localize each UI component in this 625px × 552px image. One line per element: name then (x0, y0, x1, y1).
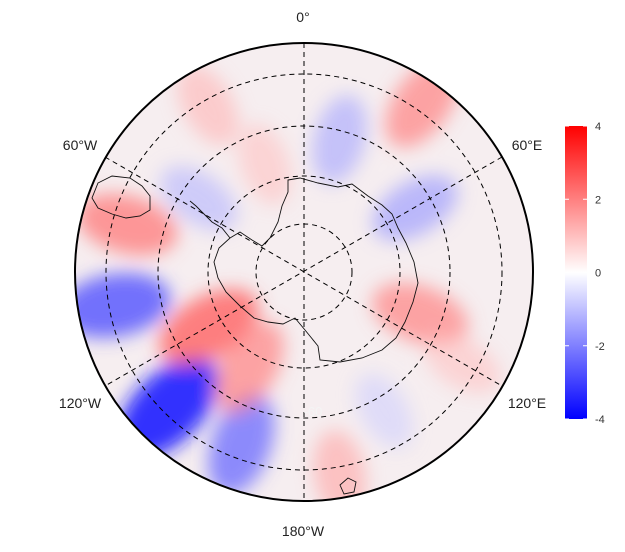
colorbar-tick-label: 0 (595, 268, 601, 280)
anomaly-patch (75, 273, 171, 338)
south-america-coastline (91, 175, 151, 219)
anomaly-patch (424, 334, 501, 394)
anomaly-patch (312, 95, 367, 184)
anomaly-patch (177, 65, 239, 146)
colorbar-tick-label: 4 (595, 121, 601, 133)
antarctica-coastline (213, 177, 419, 363)
anomaly-patch (214, 321, 284, 413)
longitude-labels: 0° 60°E 120°E 180°W 120°W 60°W (59, 9, 546, 539)
map-boundary (74, 42, 534, 502)
colorbar-tick-label: -2 (595, 341, 605, 353)
lat-label-60: -60 (304, 404, 323, 419)
lon-label-0: 0° (296, 9, 309, 25)
colorbar-tick-label: 2 (595, 194, 601, 206)
graticule (104, 43, 503, 501)
colorbar-tick-label: -4 (595, 414, 605, 426)
antarctic-peninsula-coastline (189, 200, 231, 239)
colorbar-ticks: 4 2 0 -2 -4 (565, 121, 605, 426)
lon-label-60e: 60°E (512, 137, 543, 153)
colorbar: 4 2 0 -2 -4 (565, 121, 605, 426)
lon-label-180w: 180°W (282, 523, 325, 539)
lon-label-120w: 120°W (59, 395, 102, 411)
meridian-60e-120w (104, 156, 503, 387)
colorbar-gradient (565, 126, 587, 419)
lon-label-120e: 120°E (508, 395, 546, 411)
new-zealand-coastline (339, 477, 357, 495)
anomaly-patch (355, 373, 413, 448)
anomaly-patch (160, 166, 238, 231)
anomaly-patch (238, 124, 292, 205)
anomaly-patch (208, 393, 275, 496)
lon-label-60w: 60°W (63, 137, 98, 153)
coastlines (91, 175, 419, 495)
anomaly-patch (76, 193, 178, 256)
anomaly-field (75, 43, 533, 501)
lat-circle-70 (207, 175, 401, 369)
anomaly-patch (372, 175, 458, 241)
